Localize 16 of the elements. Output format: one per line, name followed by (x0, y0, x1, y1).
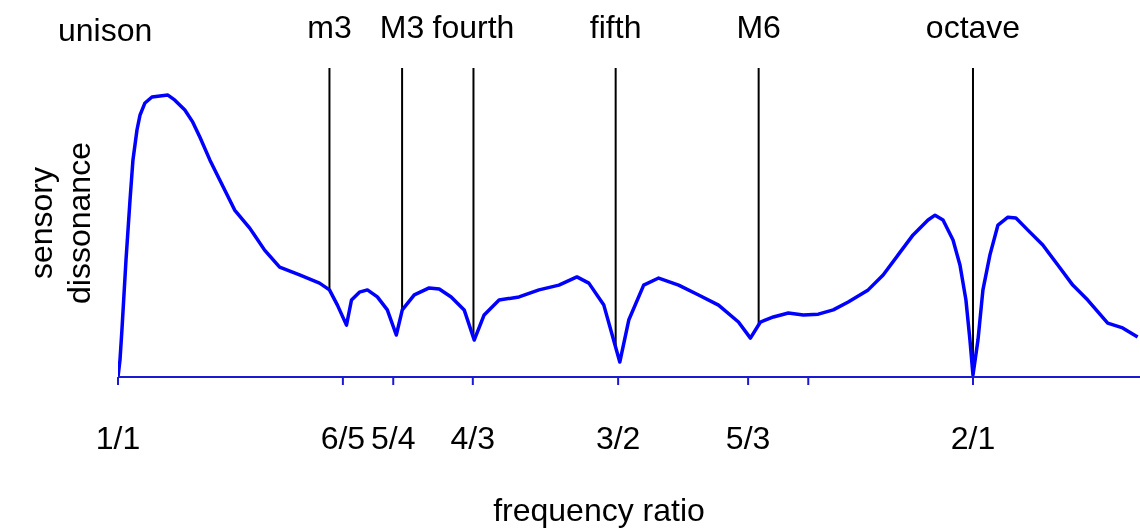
ref-line-label: M6 (736, 9, 781, 45)
ref-line-label: octave (925, 9, 1021, 45)
x-tick-label: 1/1 (95, 420, 141, 456)
ref-line-label: m3 (307, 9, 352, 45)
ref-line-label: M3 (379, 9, 425, 45)
y-axis-title: sensory dissonance (23, 142, 97, 304)
ref-line-label: fourth (432, 9, 515, 45)
ref-line-label: fifth (589, 9, 642, 45)
x-axis-title: frequency ratio (493, 492, 705, 528)
x-tick-label: 6/5 (320, 420, 366, 456)
x-tick-label: 5/4 (371, 420, 416, 456)
x-tick-label: 2/1 (950, 420, 996, 456)
x-tick-label: 3/2 (595, 420, 641, 456)
x-tick-label: 5/3 (725, 420, 771, 456)
text: unison (58, 12, 153, 49)
x-tick-label: 4/3 (450, 420, 496, 456)
